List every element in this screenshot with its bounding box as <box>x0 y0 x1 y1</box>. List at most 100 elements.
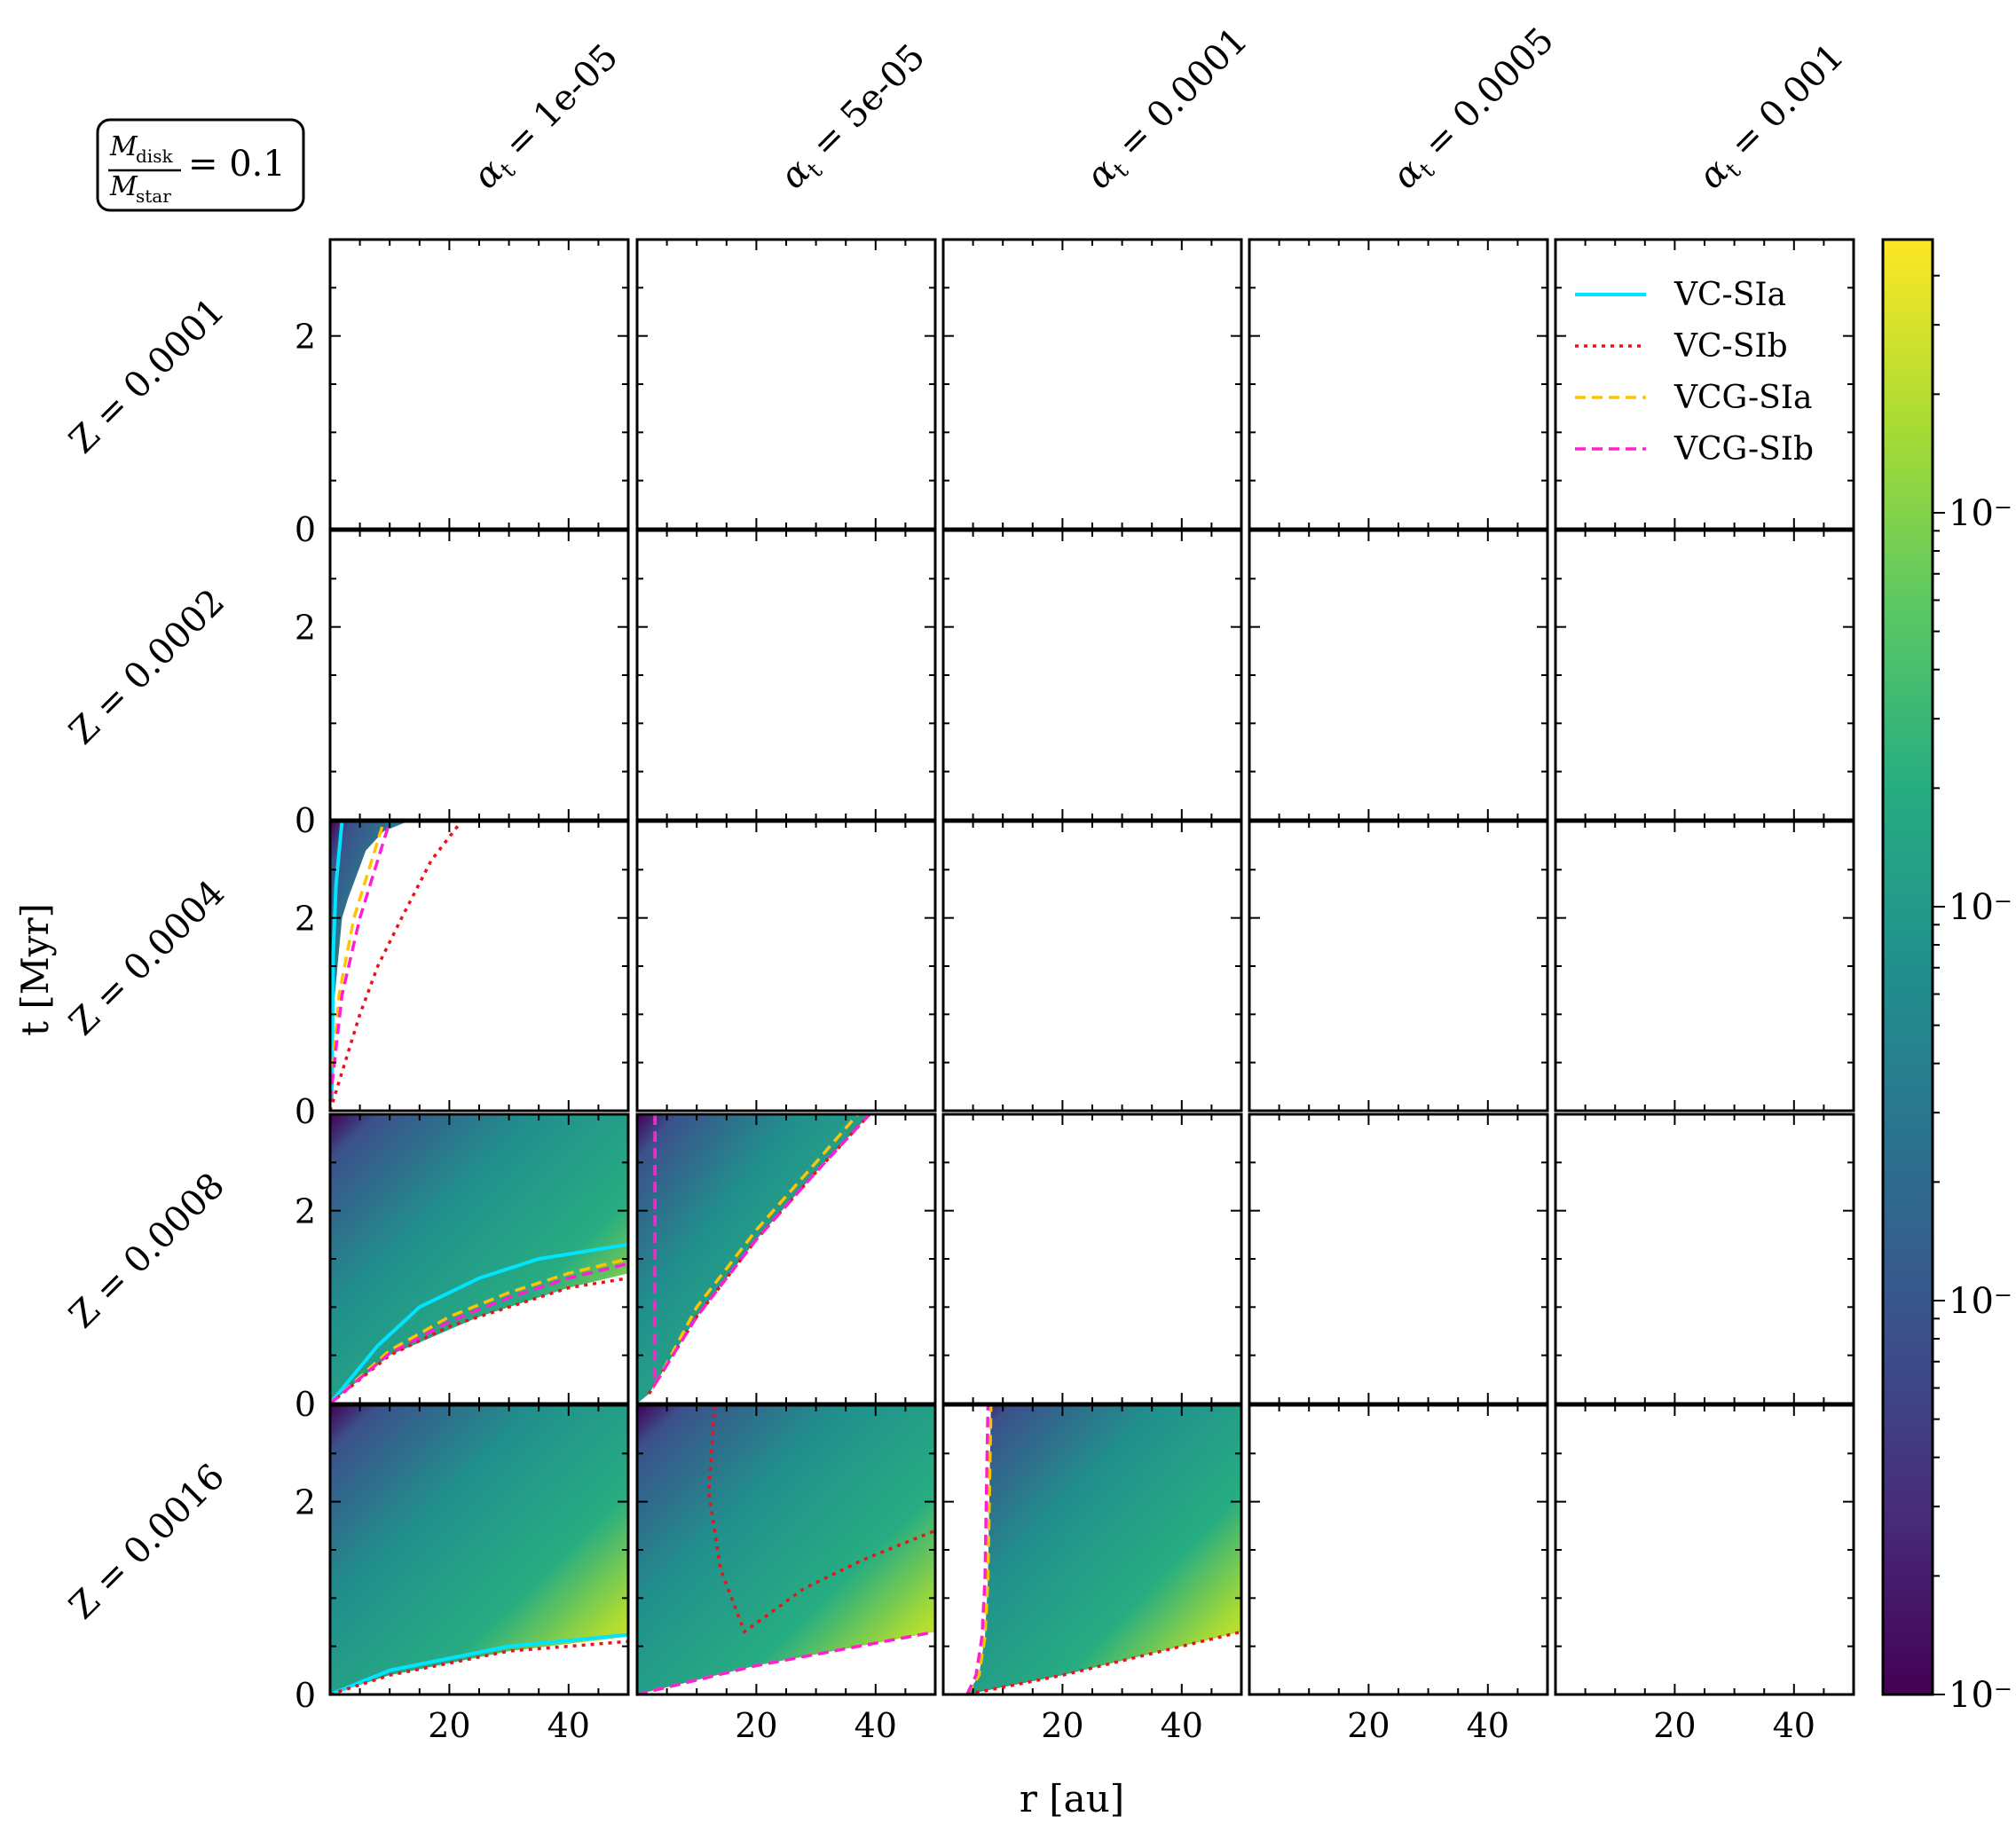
ticks <box>636 1404 936 1695</box>
panel-background <box>1555 1405 1854 1694</box>
y-tick-label: 2 <box>295 1192 316 1231</box>
panel-background <box>1249 822 1547 1111</box>
y-tick-label: 0 <box>295 1385 316 1424</box>
ticks <box>636 239 936 530</box>
heatmap-region <box>330 1114 628 1403</box>
row-header-label: Z = 0.0002 <box>61 581 232 752</box>
panel-background <box>1555 822 1854 1111</box>
panel-background <box>943 531 1241 820</box>
panel <box>635 529 937 822</box>
series-line-vcg-sib <box>636 1630 936 1696</box>
panel: 20 40 <box>1248 1403 1549 1745</box>
panel <box>635 1113 937 1405</box>
legend: VC-SIa VC-SIb VCG-SIa VCG-SIb <box>1575 277 1814 468</box>
x-tick-label: 20 <box>735 1706 777 1745</box>
ticks <box>1555 239 1855 530</box>
panel: 02 <box>295 238 630 549</box>
column-header: αt = 0.0001 <box>1079 20 1259 200</box>
legend-label: VC-SIb <box>1673 328 1788 365</box>
ticks <box>1248 530 1548 821</box>
ticks <box>942 821 1242 1112</box>
panel <box>1554 238 1855 531</box>
colorbar-bar <box>1881 238 1934 1696</box>
row-header: Z = 0.0004 <box>61 872 232 1043</box>
row-header-label: Z = 0.0001 <box>61 290 232 461</box>
x-tick-label: 20 <box>1347 1706 1390 1745</box>
y-tick-label: 2 <box>295 609 316 648</box>
y-tick-label: 0 <box>295 510 316 549</box>
heatmap-region <box>330 1405 628 1694</box>
series-line-vc-sib <box>706 1404 936 1635</box>
column-header-label: αt = 0.0001 <box>1079 20 1259 200</box>
panel <box>635 820 937 1113</box>
heatmap-region <box>637 1405 935 1694</box>
colorbar-tick-label: 10⁻ <box>1949 887 2012 928</box>
row-header-label: Z = 0.0016 <box>61 1456 232 1627</box>
x-tick-label: 20 <box>1653 1706 1696 1745</box>
ticks <box>329 239 629 530</box>
y-tick-label: 2 <box>295 1483 316 1522</box>
ticks <box>636 1113 936 1404</box>
y-tick-label: 0 <box>295 801 316 840</box>
column-header-label: αt = 1e-05 <box>466 36 630 200</box>
title-numerator: M <box>109 131 138 162</box>
row-header: Z = 0.0002 <box>61 581 232 752</box>
panel <box>1554 529 1855 822</box>
ticks <box>1248 1404 1548 1695</box>
x-axis-label: r [au] <box>1020 1777 1124 1820</box>
panel-background <box>330 240 628 529</box>
series-line-vcg-sib <box>328 821 391 1102</box>
panel-background <box>1249 1114 1547 1403</box>
heatmap-region <box>966 1405 1241 1694</box>
panel: 20 40 <box>941 1403 1243 1745</box>
series-line-vc-sia <box>329 1632 629 1696</box>
ticks <box>1248 1113 1548 1404</box>
title-eq-value: = 0.1 <box>188 144 286 185</box>
ticks <box>329 1404 629 1695</box>
series-line-vcg-sia <box>965 1404 993 1695</box>
row-header: Z = 0.0001 <box>61 290 232 461</box>
ticks <box>1555 530 1855 821</box>
panel-background <box>943 1114 1241 1403</box>
panel-background <box>943 822 1241 1111</box>
panel-background <box>637 822 935 1111</box>
y-tick-label: 0 <box>295 1092 316 1131</box>
heatmap-region <box>637 1114 870 1403</box>
column-header: αt = 0.001 <box>1691 35 1853 197</box>
panel-background <box>330 822 628 1111</box>
x-tick-label: 40 <box>1161 1706 1203 1745</box>
panel: 02 <box>295 820 630 1131</box>
series-line-vcg-sia <box>328 821 386 1102</box>
title-box: M disk M star = 0.1 <box>96 118 305 212</box>
legend-label: VCG-SIb <box>1673 431 1814 468</box>
colorbar: 10⁻ 10⁻ 10⁻ 10⁻ <box>1881 238 2012 1716</box>
colorbar-tick-label: 10⁻ <box>1949 1281 2012 1322</box>
x-tick-label: 40 <box>547 1706 590 1745</box>
ticks <box>636 530 936 821</box>
panel-background <box>1555 240 1854 529</box>
panel-background <box>1249 531 1547 820</box>
x-tick-label: 40 <box>1773 1706 1815 1745</box>
ticks <box>942 239 1242 530</box>
ticks <box>1555 821 1855 1112</box>
colorbar-tick-label: 10⁻ <box>1949 1675 2012 1716</box>
column-header-label: αt = 5e-05 <box>773 36 937 200</box>
panel <box>1248 820 1549 1113</box>
x-tick-label: 20 <box>428 1706 470 1745</box>
x-tick-label: 40 <box>1467 1706 1509 1745</box>
panel <box>635 238 937 531</box>
column-header-label: αt = 0.0005 <box>1385 20 1565 200</box>
row-header-label: Z = 0.0008 <box>61 1165 232 1336</box>
row-header-label: Z = 0.0004 <box>61 872 232 1043</box>
panel-background <box>1555 531 1854 820</box>
panel <box>941 529 1243 822</box>
panel <box>1554 820 1855 1113</box>
ticks <box>942 1404 1242 1695</box>
panel-background <box>330 531 628 820</box>
heatmap-region <box>330 822 461 1111</box>
y-tick-label: 0 <box>295 1676 316 1715</box>
ticks <box>1555 1113 1855 1404</box>
panel: 20 40 <box>1554 1403 1855 1745</box>
panel-background <box>637 531 935 820</box>
series-line-vcg-sib <box>653 1113 871 1390</box>
